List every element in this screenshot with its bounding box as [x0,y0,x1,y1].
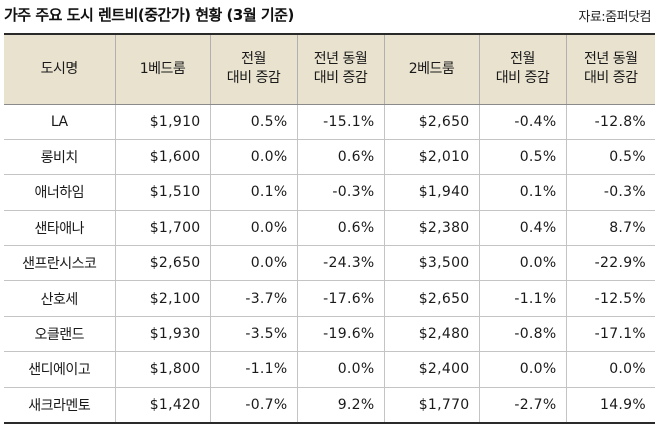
cell-city: 샌타애나 [4,210,115,247]
cell-rent-2bed: $2,400 [383,351,479,388]
table-row: 샌타애나 $1,700 0.0% 0.6% $2,380 0.4% 8.7% [4,210,655,247]
cell-yoy-1bed: 0.6% [296,139,384,176]
cell-yoy-1bed: 0.0% [296,351,384,388]
cell-rent-2bed: $2,480 [383,316,479,353]
cell-rent-2bed: $1,940 [383,174,479,211]
cell-rent-1bed: $1,700 [114,210,210,247]
header-row: 도시명 1베드룸 전월 대비 증감 전년 동월 대비 증감 2베드룸 전월 대비 증감… [4,33,655,105]
cell-yoy-1bed: -15.1% [296,104,384,140]
cell-rent-1bed: $1,800 [114,351,210,388]
header-2bed-yoy: 전년 동월 대비 증감 [565,33,655,105]
table-row: LA $1,910 0.5% -15.1% $2,650 -0.4% -12.8% [4,104,655,140]
header-1bed-yoy: 전년 동월 대비 증감 [296,33,384,105]
cell-mom-1bed: -0.7% [209,387,297,424]
cell-mom-2bed: 0.0% [478,245,566,282]
source-note: 자료:줌퍼닷컴 [578,10,651,25]
cell-city: 산호세 [4,280,115,317]
table-row: 롱비치 $1,600 0.0% 0.6% $2,010 0.5% 0.5% [4,139,655,176]
cell-rent-2bed: $2,010 [383,139,479,176]
cell-city: 오클랜드 [4,316,115,353]
table-row: 오클랜드 $1,930 -3.5% -19.6% $2,480 -0.8% -17.1% [4,316,655,353]
cell-mom-1bed: -3.7% [209,280,297,317]
table-row: 새크라멘토 $1,420 -0.7% 9.2% $1,770 -2.7% 14.9% [4,387,655,424]
cell-mom-2bed: 0.0% [478,351,566,388]
cell-city: LA [4,104,115,140]
cell-yoy-1bed: -24.3% [296,245,384,282]
cell-yoy-2bed: 0.5% [565,139,655,176]
cell-rent-1bed: $1,930 [114,316,210,353]
cell-mom-2bed: -2.7% [478,387,566,424]
cell-mom-1bed: 0.0% [209,139,297,176]
table-row: 애너하임 $1,510 0.1% -0.3% $1,940 0.1% -0.3% [4,174,655,211]
cell-yoy-2bed: 0.0% [565,351,655,388]
cell-rent-1bed: $1,510 [114,174,210,211]
cell-city: 샌프란시스코 [4,245,115,282]
cell-rent-1bed: $1,420 [114,387,210,424]
cell-yoy-1bed: -0.3% [296,174,384,211]
cell-yoy-2bed: -0.3% [565,174,655,211]
cell-mom-1bed: 0.0% [209,245,297,282]
header-1bed: 1베드룸 [114,33,210,105]
cell-rent-1bed: $1,600 [114,139,210,176]
cell-rent-1bed: $1,910 [114,104,210,140]
cell-mom-1bed: -3.5% [209,316,297,353]
header-1bed-mom: 전월 대비 증감 [209,33,297,105]
cell-mom-2bed: -0.4% [478,104,566,140]
cell-mom-2bed: -1.1% [478,280,566,317]
cell-yoy-2bed: -12.5% [565,280,655,317]
cell-yoy-2bed: 14.9% [565,387,655,424]
table-row: 샌디에이고 $1,800 -1.1% 0.0% $2,400 0.0% 0.0% [4,351,655,388]
table-body: LA $1,910 0.5% -15.1% $2,650 -0.4% -12.8% 롱비치 $1… [4,104,655,424]
cell-city: 롱비치 [4,139,115,176]
cell-mom-1bed: 0.0% [209,210,297,247]
header-2bed-mom: 전월 대비 증감 [478,33,566,105]
cell-yoy-2bed: -12.8% [565,104,655,140]
cell-rent-1bed: $2,650 [114,245,210,282]
cell-mom-2bed: -0.8% [478,316,566,353]
cell-yoy-1bed: -19.6% [296,316,384,353]
cell-rent-2bed: $2,650 [383,280,479,317]
cell-yoy-1bed: 9.2% [296,387,384,424]
rent-table: 도시명 1베드룸 전월 대비 증감 전년 동월 대비 증감 2베드룸 전월 대비 증감… [4,33,655,424]
cell-yoy-2bed: -22.9% [565,245,655,282]
cell-yoy-1bed: -17.6% [296,280,384,317]
table-title: 가주 주요 도시 렌트비(중간가) 현황 (3월 기준) [4,6,294,24]
cell-yoy-2bed: -17.1% [565,316,655,353]
cell-yoy-1bed: 0.6% [296,210,384,247]
cell-city: 애너하임 [4,174,115,211]
table-row: 샌프란시스코 $2,650 0.0% -24.3% $3,500 0.0% -22.9% [4,245,655,282]
cell-mom-1bed: -1.1% [209,351,297,388]
cell-mom-2bed: 0.1% [478,174,566,211]
cell-mom-1bed: 0.1% [209,174,297,211]
cell-rent-1bed: $2,100 [114,280,210,317]
table-row: 산호세 $2,100 -3.7% -17.6% $2,650 -1.1% -12.5% [4,280,655,317]
cell-city: 샌디에이고 [4,351,115,388]
header-city: 도시명 [4,33,115,105]
cell-city: 새크라멘토 [4,387,115,424]
cell-mom-2bed: 0.4% [478,210,566,247]
cell-mom-1bed: 0.5% [209,104,297,140]
cell-mom-2bed: 0.5% [478,139,566,176]
cell-rent-2bed: $1,770 [383,387,479,424]
cell-rent-2bed: $3,500 [383,245,479,282]
cell-yoy-2bed: 8.7% [565,210,655,247]
cell-rent-2bed: $2,650 [383,104,479,140]
cell-rent-2bed: $2,380 [383,210,479,247]
header-2bed: 2베드룸 [383,33,479,105]
